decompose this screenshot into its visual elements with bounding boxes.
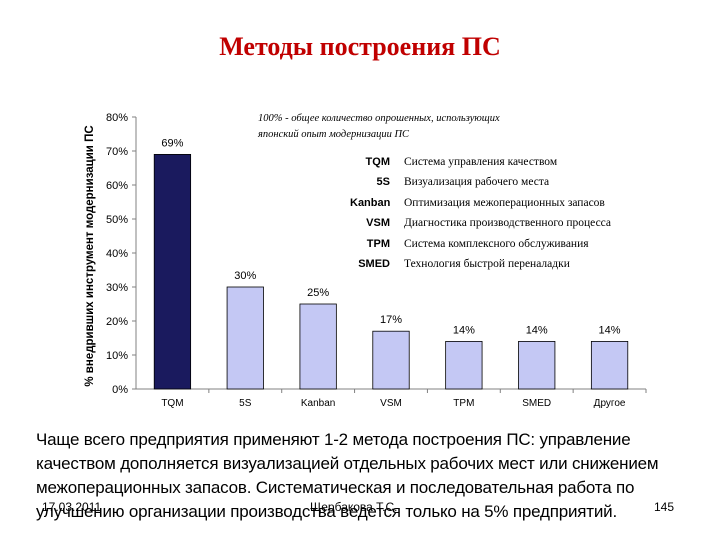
legend-abbr: Kanban xyxy=(350,196,391,209)
data-label: 14% xyxy=(526,324,548,336)
legend-row: SMED Технология быстрой переналадки xyxy=(350,258,611,278)
data-label: 17% xyxy=(380,314,402,326)
method-legend: TQM Система управления качеством 5S Визуал… xyxy=(350,156,611,278)
y-axis-label: % внедривших инструмент модернизации ПС xyxy=(84,124,96,387)
legend-desc: Технология быстрой переналадки xyxy=(404,257,570,270)
y-tick-label: 50% xyxy=(106,214,128,226)
x-tick-label: VSM xyxy=(380,398,402,409)
legend-desc: Оптимизация межоперационных запасов xyxy=(404,196,605,209)
legend-abbr: SMED xyxy=(358,257,390,270)
legend-row: TPM Система комплексного обслуживания xyxy=(350,238,611,258)
x-tick-label: Kanban xyxy=(301,398,335,409)
chart-note-line: японский опыт модернизации ПС xyxy=(258,129,410,140)
footer-author: Щербакова Т.С. xyxy=(310,500,398,514)
y-tick-label: 20% xyxy=(106,316,128,328)
bar xyxy=(226,286,264,390)
footer-date: 17.03.2011 xyxy=(42,500,102,514)
data-label: 69% xyxy=(161,137,183,149)
y-tick-label: 10% xyxy=(106,350,128,362)
x-tick-label: SMED xyxy=(522,398,551,409)
data-label: 14% xyxy=(599,324,621,336)
legend-abbr: TQM xyxy=(365,156,390,168)
y-tick-label: 70% xyxy=(106,146,128,158)
legend-row: 5S Визуализация рабочего места xyxy=(350,176,611,196)
bar xyxy=(445,340,483,390)
y-tick-label: 0% xyxy=(112,384,128,396)
bar xyxy=(299,303,337,390)
legend-row: TQM Система управления качеством xyxy=(350,156,611,176)
slide-title: Методы построения ПС xyxy=(219,32,501,61)
y-tick-label: 60% xyxy=(106,180,128,192)
chart-note-line: 100% - общее количество опрошенных, испо… xyxy=(258,113,500,124)
legend-desc: Диагностика производственного процесса xyxy=(404,217,612,230)
legend-abbr: TPM xyxy=(366,237,390,250)
bar xyxy=(372,330,410,390)
x-tick-label: TPM xyxy=(453,398,474,409)
bar xyxy=(153,153,192,390)
chart-note: 100% - общее количество опрошенных, испо… xyxy=(258,111,500,143)
legend-abbr: VSM xyxy=(366,217,390,230)
x-tick-label: 5S xyxy=(239,398,252,409)
page-number: 145 xyxy=(654,500,675,514)
summary-text: Чаще всего предприятия применяют 1-2 мет… xyxy=(36,430,659,521)
y-tick-label: 30% xyxy=(106,282,128,294)
y-tick-label: 80% xyxy=(106,112,128,124)
data-label: 25% xyxy=(307,287,329,299)
legend-desc: Система комплексного обслуживания xyxy=(404,237,589,250)
y-tick-label: 40% xyxy=(106,248,128,260)
legend-abbr: 5S xyxy=(376,176,390,189)
bar xyxy=(590,340,629,390)
legend-desc: Визуализация рабочего места xyxy=(404,176,550,189)
x-tick-label: TQM xyxy=(161,398,183,409)
legend-row: Kanban Оптимизация межоперационных запасо… xyxy=(350,197,611,217)
legend-desc: Система управления качеством xyxy=(404,156,558,168)
x-tick-label: Другое xyxy=(594,398,626,409)
bar xyxy=(518,340,556,390)
data-label: 14% xyxy=(453,324,475,336)
data-label: 30% xyxy=(234,270,256,282)
legend-row: VSM Диагностика производственного процесс… xyxy=(350,217,611,237)
